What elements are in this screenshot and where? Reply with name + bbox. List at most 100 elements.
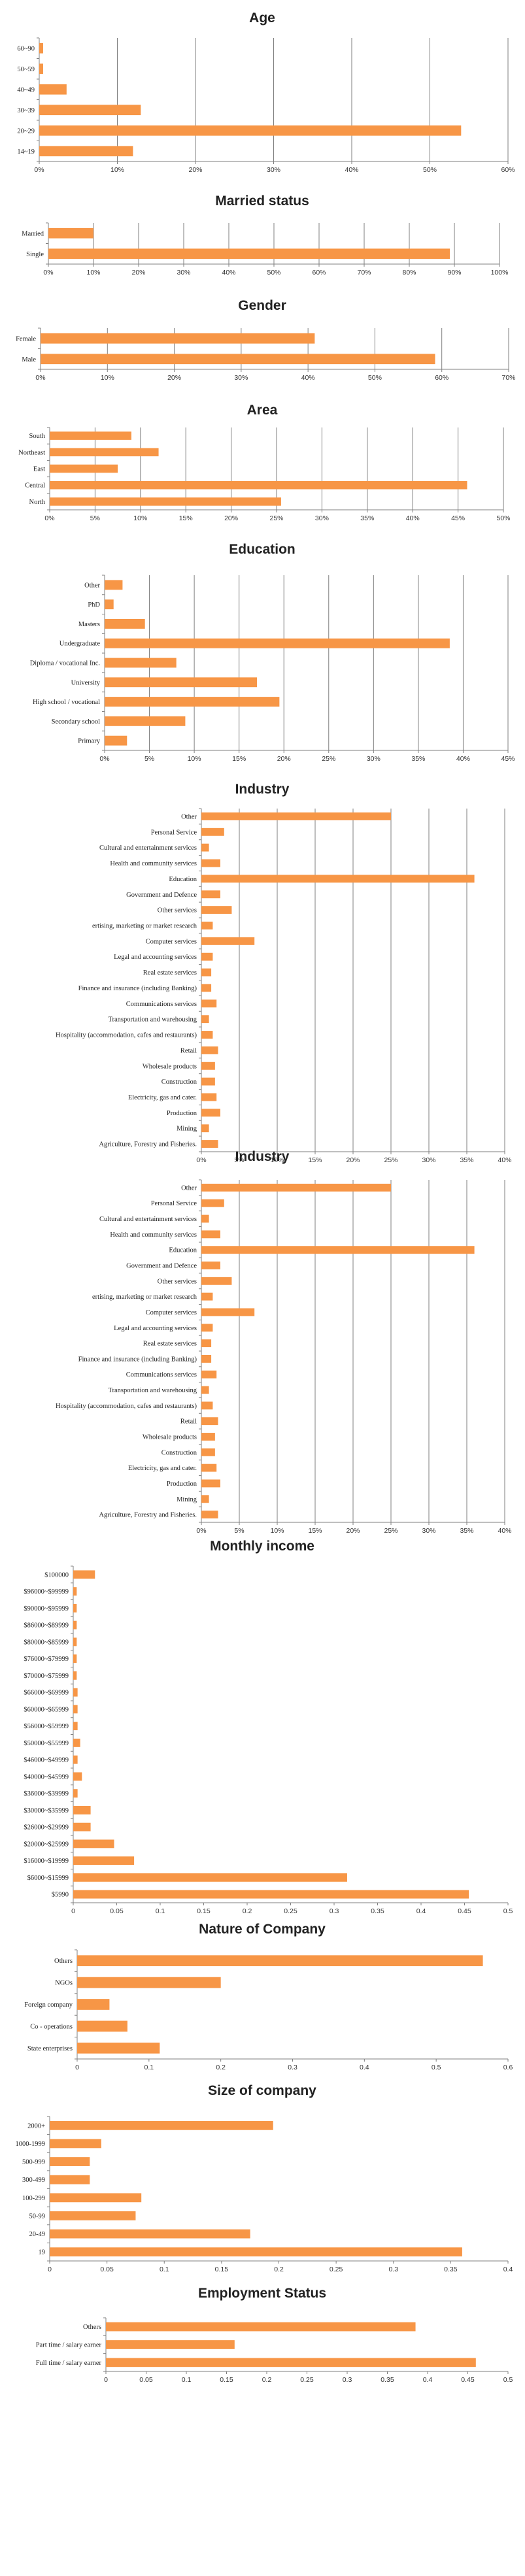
bar xyxy=(201,1479,220,1488)
category-label: Female xyxy=(16,335,36,343)
bar xyxy=(39,42,43,54)
category-label: Married xyxy=(22,230,44,237)
category-label: $16000~$19999 xyxy=(24,1858,69,1865)
x-tick-label: 10% xyxy=(270,1156,284,1164)
category-label: Transportation and warehousing xyxy=(108,1016,197,1024)
bar xyxy=(73,1654,77,1664)
x-tick-label: 0.15 xyxy=(197,1907,211,1915)
category-label: $26000~$29999 xyxy=(24,1824,69,1832)
bar xyxy=(73,1722,78,1731)
category-label: $96000~$99999 xyxy=(24,1588,69,1596)
bar xyxy=(41,333,315,344)
category-label: $46000~$49999 xyxy=(24,1757,69,1764)
x-tick-label: 0.25 xyxy=(300,2376,314,2384)
x-tick-label: 70% xyxy=(501,374,515,382)
x-tick-label: 45% xyxy=(451,514,465,522)
bar xyxy=(201,1262,220,1269)
category-label: Personal Service xyxy=(151,1200,197,1207)
category-label: Other services xyxy=(158,1278,197,1285)
x-tick-label: 0.2 xyxy=(274,2266,284,2273)
chart-1: Married status 0% 10% 20% 30% 40% 50% 60% 70% 80%… xyxy=(22,193,508,276)
x-tick-label: 5% xyxy=(234,1527,244,1535)
category-label: High school / vocational xyxy=(33,699,100,706)
category-label: $66000~$69999 xyxy=(24,1690,69,1697)
bar xyxy=(105,580,123,590)
category-label: Real estate services xyxy=(143,969,197,977)
x-tick-label: 0.3 xyxy=(343,2376,352,2384)
bar xyxy=(201,952,213,961)
x-tick-label: 0 xyxy=(75,2064,79,2071)
x-tick-label: 30% xyxy=(315,514,329,522)
category-label: Secondary school xyxy=(52,718,100,726)
category-label: $86000~$89999 xyxy=(24,1622,69,1630)
x-tick-label: 0.3 xyxy=(330,1907,339,1915)
x-tick-label: 5% xyxy=(144,755,154,763)
category-label: Education xyxy=(169,876,197,883)
category-label: Transportation and warehousing xyxy=(108,1387,197,1394)
category-label: Computer services xyxy=(146,938,197,945)
bar xyxy=(201,1339,212,1348)
category-label: Other xyxy=(181,813,197,820)
bar xyxy=(73,1805,91,1815)
category-label: Other xyxy=(84,582,100,589)
bar xyxy=(50,2193,142,2203)
x-tick-label: 30% xyxy=(267,166,280,174)
category-label: Communications services xyxy=(126,1001,197,1008)
x-tick-label: 10% xyxy=(110,166,124,174)
bar xyxy=(105,677,258,688)
category-label: Male xyxy=(22,356,36,363)
bar xyxy=(73,1587,77,1596)
bar xyxy=(77,1999,110,2010)
chart-8: Nature of Company 0 0.1 0.2 0.3 0.4 0.5 0.6 Stat… xyxy=(24,1922,513,2071)
category-label: Central xyxy=(25,482,45,490)
category-label: 20-49 xyxy=(29,2231,46,2238)
x-tick-label: 0.35 xyxy=(381,2376,394,2384)
bar xyxy=(50,2247,462,2257)
chart-6: Industry 0% 5% 10% 15% 20% 25% 30% 35% 40% Agricul… xyxy=(56,1149,512,1535)
x-tick-label: 5% xyxy=(90,514,100,522)
bar xyxy=(73,1738,80,1747)
bar xyxy=(201,984,212,992)
bar xyxy=(106,2322,416,2332)
bar xyxy=(73,1705,78,1714)
x-tick-label: 45% xyxy=(501,755,515,763)
x-tick-label: 0.5 xyxy=(432,2064,441,2071)
category-label: ertising, marketing or market research xyxy=(92,1294,197,1301)
chart-title: Monthly income xyxy=(210,1539,314,1554)
category-label: Northeast xyxy=(18,449,45,456)
x-tick-label: 0.2 xyxy=(243,1907,252,1915)
category-label: PhD xyxy=(88,601,100,609)
category-label: Legal and accounting services xyxy=(114,1325,197,1332)
chart-title: Gender xyxy=(238,298,286,313)
chart-5: Industry 0% 5% 10% 15% 20% 25% 30% 35% 40% Agricul… xyxy=(56,782,512,1164)
bar xyxy=(201,1199,224,1207)
bar xyxy=(105,658,177,668)
category-label: South xyxy=(29,433,45,440)
category-label: $50000~$55999 xyxy=(24,1740,69,1747)
bar xyxy=(50,2175,90,2184)
bar xyxy=(73,1873,347,1882)
category-label: $36000~$39999 xyxy=(24,1790,69,1798)
x-tick-label: 10% xyxy=(270,1527,284,1535)
category-label: Construction xyxy=(161,1079,197,1086)
x-tick-label: 30% xyxy=(422,1527,435,1535)
bar xyxy=(201,1246,475,1254)
bar xyxy=(201,1124,209,1133)
x-tick-label: 40% xyxy=(498,1156,511,1164)
bar xyxy=(201,1370,217,1379)
category-label: Cultural and entertainment services xyxy=(99,1216,197,1223)
chart-0: Age 0% 10% 20% 30% 40% 50% 60% 14~19 20~29 30~39 40… xyxy=(17,10,515,174)
bar xyxy=(50,2139,101,2149)
x-tick-label: 25% xyxy=(384,1156,398,1164)
category-label: Health and community services xyxy=(110,1231,197,1239)
x-tick-label: 0.45 xyxy=(458,1907,471,1915)
bar xyxy=(73,1789,78,1798)
category-label: Computer services xyxy=(146,1309,197,1316)
chart-title: Married status xyxy=(215,193,309,209)
bar xyxy=(201,859,220,867)
x-tick-label: 0.4 xyxy=(360,2064,369,2071)
bar xyxy=(201,1062,215,1070)
bar xyxy=(73,1570,95,1579)
x-tick-label: 15% xyxy=(179,514,193,522)
x-tick-label: 40% xyxy=(406,514,420,522)
